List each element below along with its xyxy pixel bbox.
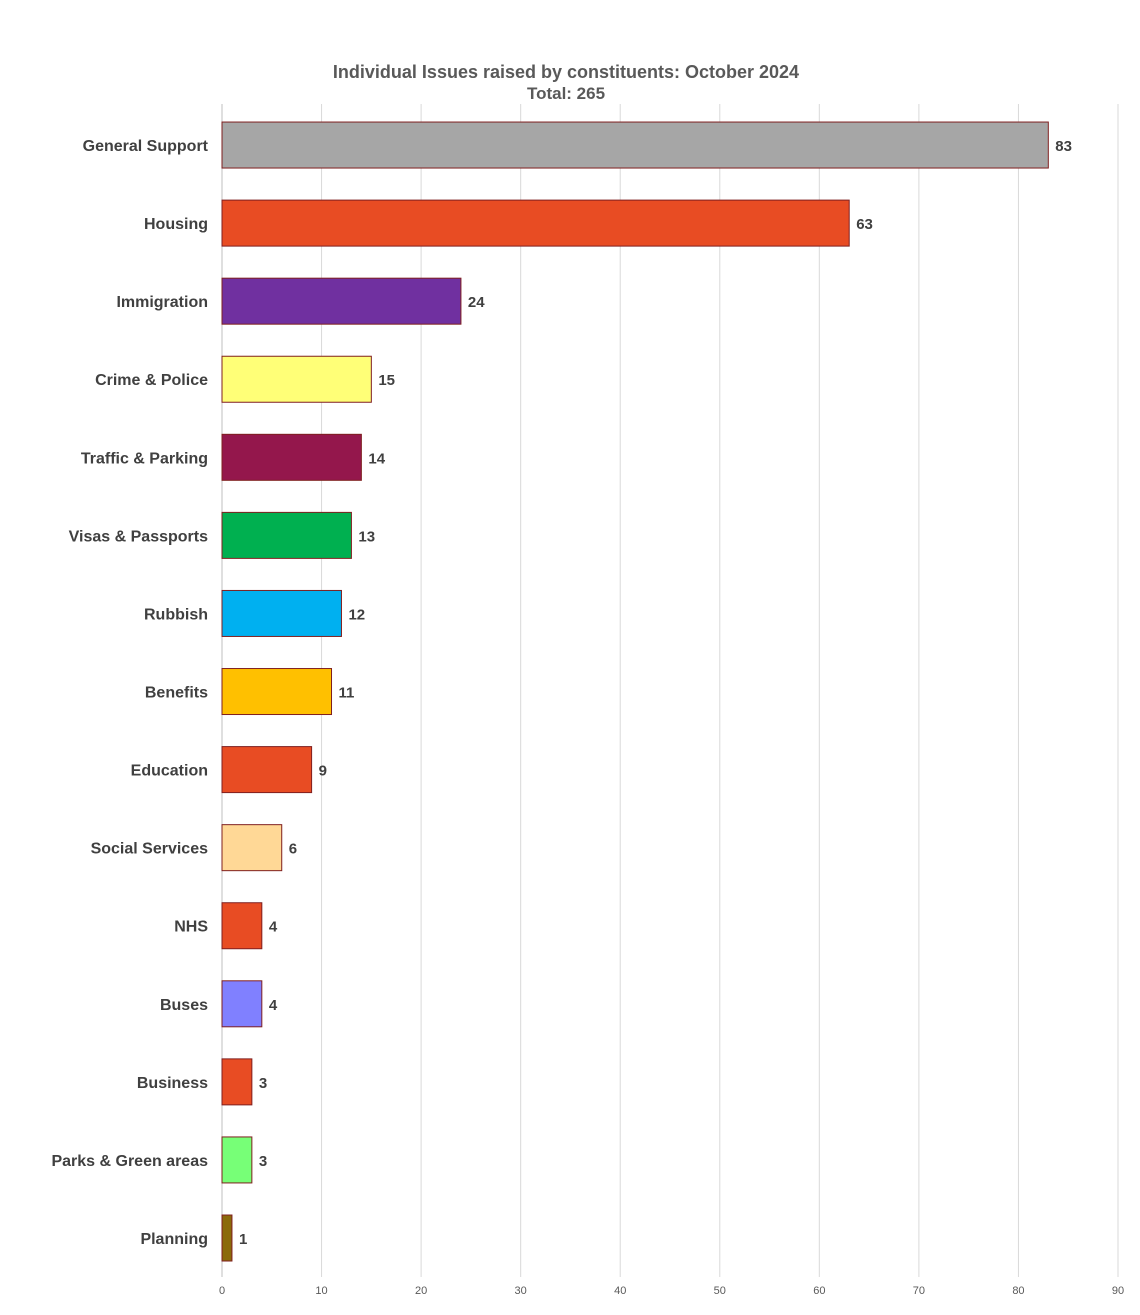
- data-label: 4: [269, 919, 278, 936]
- category-label: Parks & Green areas: [51, 1153, 208, 1170]
- bar: [221, 511, 352, 559]
- bar: [221, 824, 283, 872]
- data-label: 3: [259, 1153, 267, 1170]
- category-label: Education: [131, 763, 208, 780]
- category-label: Traffic & Parking: [81, 450, 208, 467]
- data-label: 9: [319, 763, 327, 780]
- data-label: 13: [358, 528, 375, 545]
- bar: [221, 355, 372, 403]
- bars: [221, 121, 1049, 1262]
- data-label: 1: [239, 1231, 247, 1248]
- chart-title: Individual Issues raised by constituents…: [333, 62, 799, 82]
- bar: [221, 589, 342, 637]
- category-label: Planning: [140, 1231, 208, 1248]
- category-label: Social Services: [91, 841, 209, 858]
- x-tick-label: 50: [714, 1285, 726, 1297]
- data-label: 24: [468, 294, 485, 311]
- data-label: 6: [289, 841, 297, 858]
- category-label: General Support: [83, 138, 209, 155]
- bar: [221, 980, 263, 1028]
- category-label: Benefits: [145, 685, 208, 702]
- x-tick-label: 70: [913, 1285, 925, 1297]
- x-tick-label: 10: [315, 1285, 327, 1297]
- data-label: 12: [348, 606, 365, 623]
- bar: [221, 433, 362, 481]
- x-tick-label: 60: [813, 1285, 825, 1297]
- bar: [221, 668, 333, 716]
- labels: 0 10 20 30 40 50 60 70 80 90 General Support 83 Hous…: [51, 138, 1124, 1297]
- category-label: NHS: [174, 919, 208, 936]
- x-tick-label: 30: [515, 1285, 527, 1297]
- x-tick-label: 80: [1012, 1285, 1024, 1297]
- bar: [221, 121, 1049, 169]
- bar: [221, 1136, 253, 1184]
- x-tick-label: 40: [614, 1285, 626, 1297]
- data-label: 3: [259, 1075, 267, 1092]
- bar: [221, 277, 462, 325]
- chart-subtitle: Total: 265: [527, 84, 605, 103]
- category-label: Crime & Police: [95, 372, 208, 389]
- category-label: Housing: [144, 216, 208, 233]
- data-label: 63: [856, 216, 873, 233]
- bar: [221, 1214, 233, 1262]
- category-label: Buses: [160, 997, 208, 1014]
- data-label: 83: [1055, 138, 1072, 155]
- bar: [221, 902, 263, 950]
- data-label: 14: [368, 450, 385, 467]
- x-tick-label: 0: [219, 1285, 225, 1297]
- data-label: 4: [269, 997, 278, 1014]
- category-label: Visas & Passports: [69, 528, 208, 545]
- bar: [221, 1058, 253, 1106]
- bar: [221, 746, 313, 794]
- data-label: 15: [378, 372, 395, 389]
- data-label: 11: [339, 685, 355, 702]
- category-label: Rubbish: [144, 606, 208, 623]
- x-tick-label: 20: [415, 1285, 427, 1297]
- category-label: Business: [137, 1075, 208, 1092]
- category-label: Immigration: [116, 294, 208, 311]
- bar: [221, 199, 850, 247]
- x-tick-label: 90: [1112, 1285, 1124, 1297]
